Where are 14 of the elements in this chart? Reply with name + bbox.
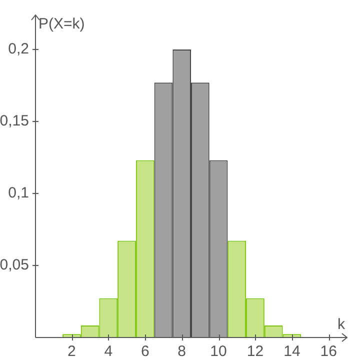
x-tick-label: 2	[68, 343, 76, 360]
y-tick-label: 0,05	[0, 256, 29, 274]
x-tick-label: 14	[284, 343, 300, 360]
x-axis-title: k	[338, 316, 346, 334]
y-tick-label: 0,1	[8, 184, 29, 202]
y-tick-label: 0,15	[0, 112, 29, 130]
x-tick-label: 8	[178, 343, 186, 360]
x-tick-label: 16	[320, 343, 337, 360]
x-tick-label: 12	[246, 343, 264, 360]
x-tick-label: 10	[210, 343, 227, 360]
y-axis-title: P(X=k)	[38, 16, 85, 33]
x-tick-label: 6	[140, 343, 150, 360]
x-tick-label: 4	[104, 343, 113, 360]
y-tick-label: 0,2	[8, 40, 29, 58]
